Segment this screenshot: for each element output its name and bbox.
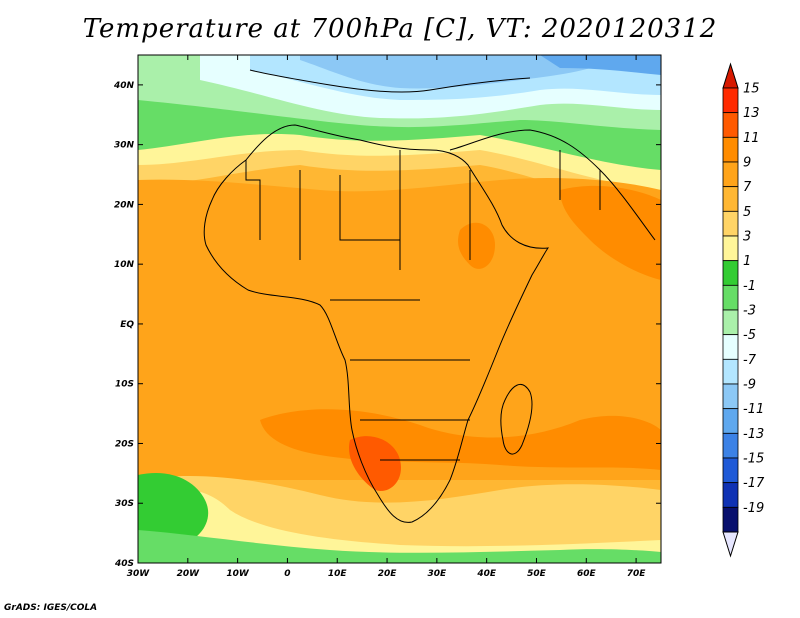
colorbar-swatch <box>722 284 739 311</box>
colorbar-swatch <box>722 457 739 484</box>
colorbar-label: -7 <box>743 353 757 368</box>
colorbar-label: -17 <box>743 476 765 491</box>
colorbar-label: 11 <box>743 131 760 146</box>
colorbar-label: -1 <box>743 279 756 294</box>
lat-tick-label: 20S <box>115 439 134 449</box>
colorbar-label: 15 <box>743 82 760 97</box>
colorbar-top-arrow <box>722 62 739 89</box>
lat-tick-label: 40S <box>114 559 134 569</box>
colorbar-swatch <box>722 482 739 508</box>
colorbar-swatch <box>722 432 739 459</box>
lat-tick-label: 40N <box>113 81 135 91</box>
colorbar-label: 5 <box>743 205 751 220</box>
colorbar-swatch <box>722 260 739 286</box>
colorbar-label: 9 <box>743 156 751 171</box>
colorbar-swatch <box>722 334 739 360</box>
colorbar-label: 13 <box>743 106 760 121</box>
colorbar-swatch <box>722 210 739 237</box>
lon-tick-label: 70E <box>627 569 647 579</box>
longitude-axis: 30W 20W 10W 0 10E 20E 30E 40E 50E 60E 70E <box>127 55 647 579</box>
colorbar-bottom-arrow <box>722 531 739 558</box>
lon-tick-label: 30W <box>127 569 151 579</box>
lon-tick-label: 60E <box>577 569 597 579</box>
chart-title: Temperature at 700hPa [C], VT: 202012031… <box>82 14 718 44</box>
grads-credit: GrADS: IGES/COLA <box>4 603 98 613</box>
lat-tick-label: 10N <box>114 260 135 270</box>
lon-tick-label: 0 <box>284 569 290 579</box>
colorbar-swatch <box>722 161 739 188</box>
colorbar-swatch <box>722 186 739 212</box>
lon-tick-label: 30E <box>428 569 448 579</box>
colorbar-label: -15 <box>743 452 764 467</box>
colorbar-swatch <box>722 506 739 533</box>
lat-tick-label: 30N <box>114 141 135 151</box>
colorbar-swatch <box>722 408 739 434</box>
colorbar-swatch <box>722 112 739 138</box>
colorbar-label: -13 <box>743 427 764 442</box>
lon-tick-label: 20E <box>378 569 398 579</box>
lat-tick-label: 10S <box>115 380 134 390</box>
colorbar-swatch <box>722 235 739 262</box>
colorbar-label: -3 <box>743 304 756 319</box>
lon-tick-label: 10E <box>328 569 348 579</box>
colorbar-label: 1 <box>743 254 751 269</box>
colorbar-label: -5 <box>743 328 756 343</box>
lat-tick-label: 30S <box>115 499 134 509</box>
lat-tick-label: EQ <box>120 320 134 330</box>
colorbar-label: -11 <box>743 402 764 417</box>
colorbar-label: -9 <box>743 378 756 393</box>
coastlines <box>203 69 656 523</box>
lon-tick-label: 40E <box>476 569 497 579</box>
colorbar-label: -19 <box>743 501 764 516</box>
colorbar-legend: 15 13 11 9 7 5 3 1 -1 -3 -5 -7 -9 -11 -13 -15 -17 -19 <box>722 62 765 558</box>
lon-tick-label: 50E <box>527 569 547 579</box>
colorbar-swatch <box>722 87 739 114</box>
lat-tick-label: 20N <box>114 200 135 210</box>
colorbar-swatch <box>722 358 739 385</box>
colorbar-swatch <box>722 309 739 336</box>
map-frame <box>137 54 662 564</box>
temperature-field <box>138 55 661 563</box>
latitude-axis: 40N 30N 20N 10N EQ 10S 20S 30S 40S <box>113 81 661 569</box>
colorbar-swatch <box>722 383 739 410</box>
colorbar-label: 3 <box>743 230 751 245</box>
lon-tick-label: 10W <box>226 569 250 579</box>
colorbar-label: 7 <box>743 180 752 195</box>
lon-tick-label: 20W <box>177 569 201 579</box>
colorbar-swatch <box>722 136 739 163</box>
